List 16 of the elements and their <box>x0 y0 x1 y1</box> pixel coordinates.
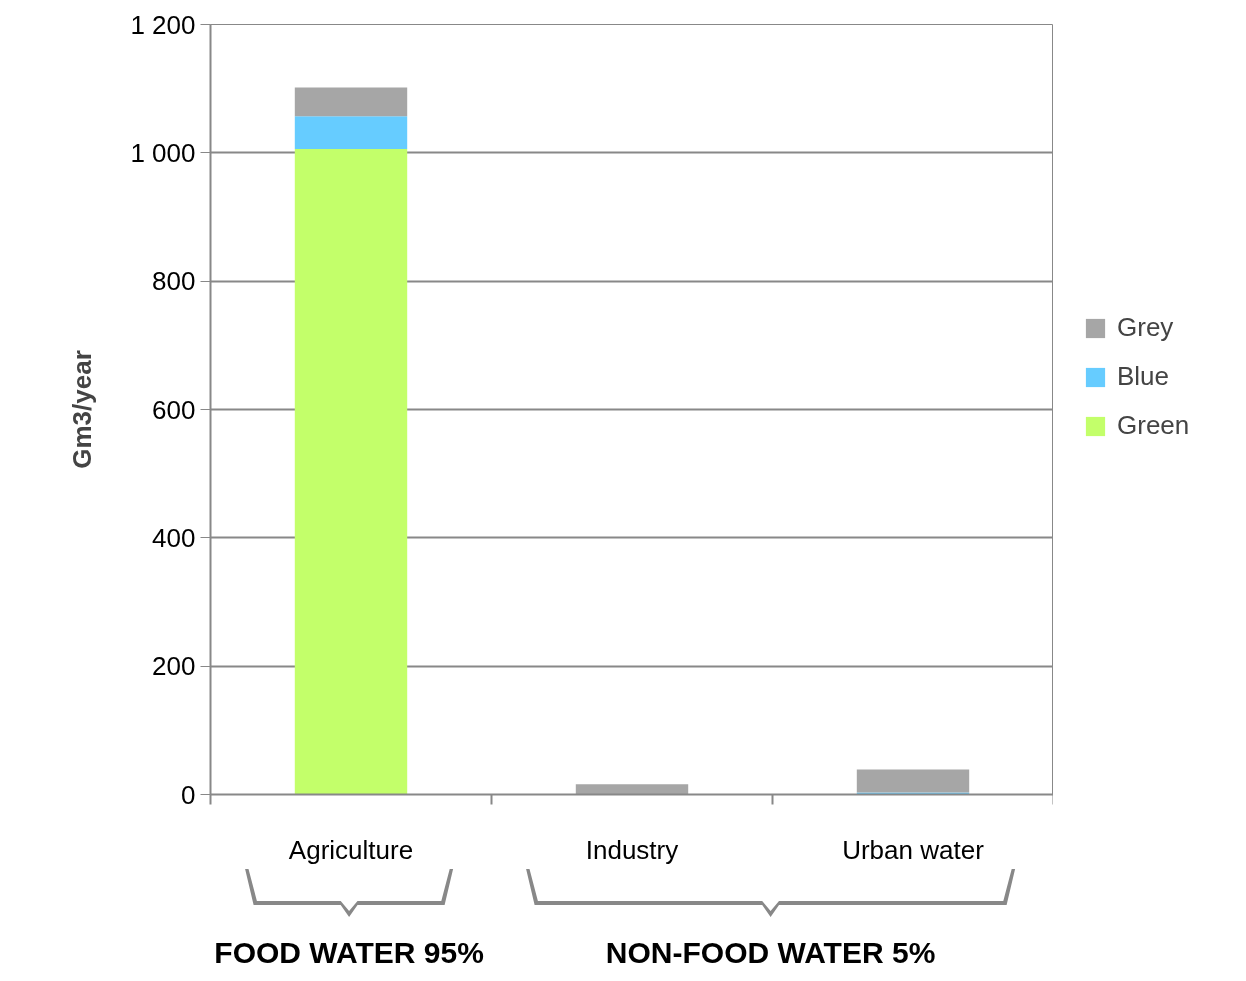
legend-label: Grey <box>1117 312 1174 343</box>
legend-label: Blue <box>1117 361 1170 392</box>
text: FOOD WATER 95% <box>214 935 484 969</box>
y-tick-label: 400 <box>152 522 196 553</box>
legend-label: Green <box>1117 410 1190 441</box>
x-tick-label: Industry <box>585 834 679 865</box>
y-tick-label: 800 <box>152 266 196 297</box>
y-tick-label: 0 <box>181 779 196 810</box>
y-tick-label: 200 <box>152 651 196 682</box>
y-axis-title: Gm3/year <box>67 350 98 469</box>
text: NON-FOOD WATER 5% <box>605 935 936 969</box>
y-tick-label: 1 000 <box>130 137 196 168</box>
x-tick-label: Urban water <box>842 834 985 865</box>
x-tick-label: Agriculture <box>288 834 414 865</box>
y-tick-label: 600 <box>152 394 196 425</box>
y-tick-label: 1 200 <box>130 9 196 40</box>
